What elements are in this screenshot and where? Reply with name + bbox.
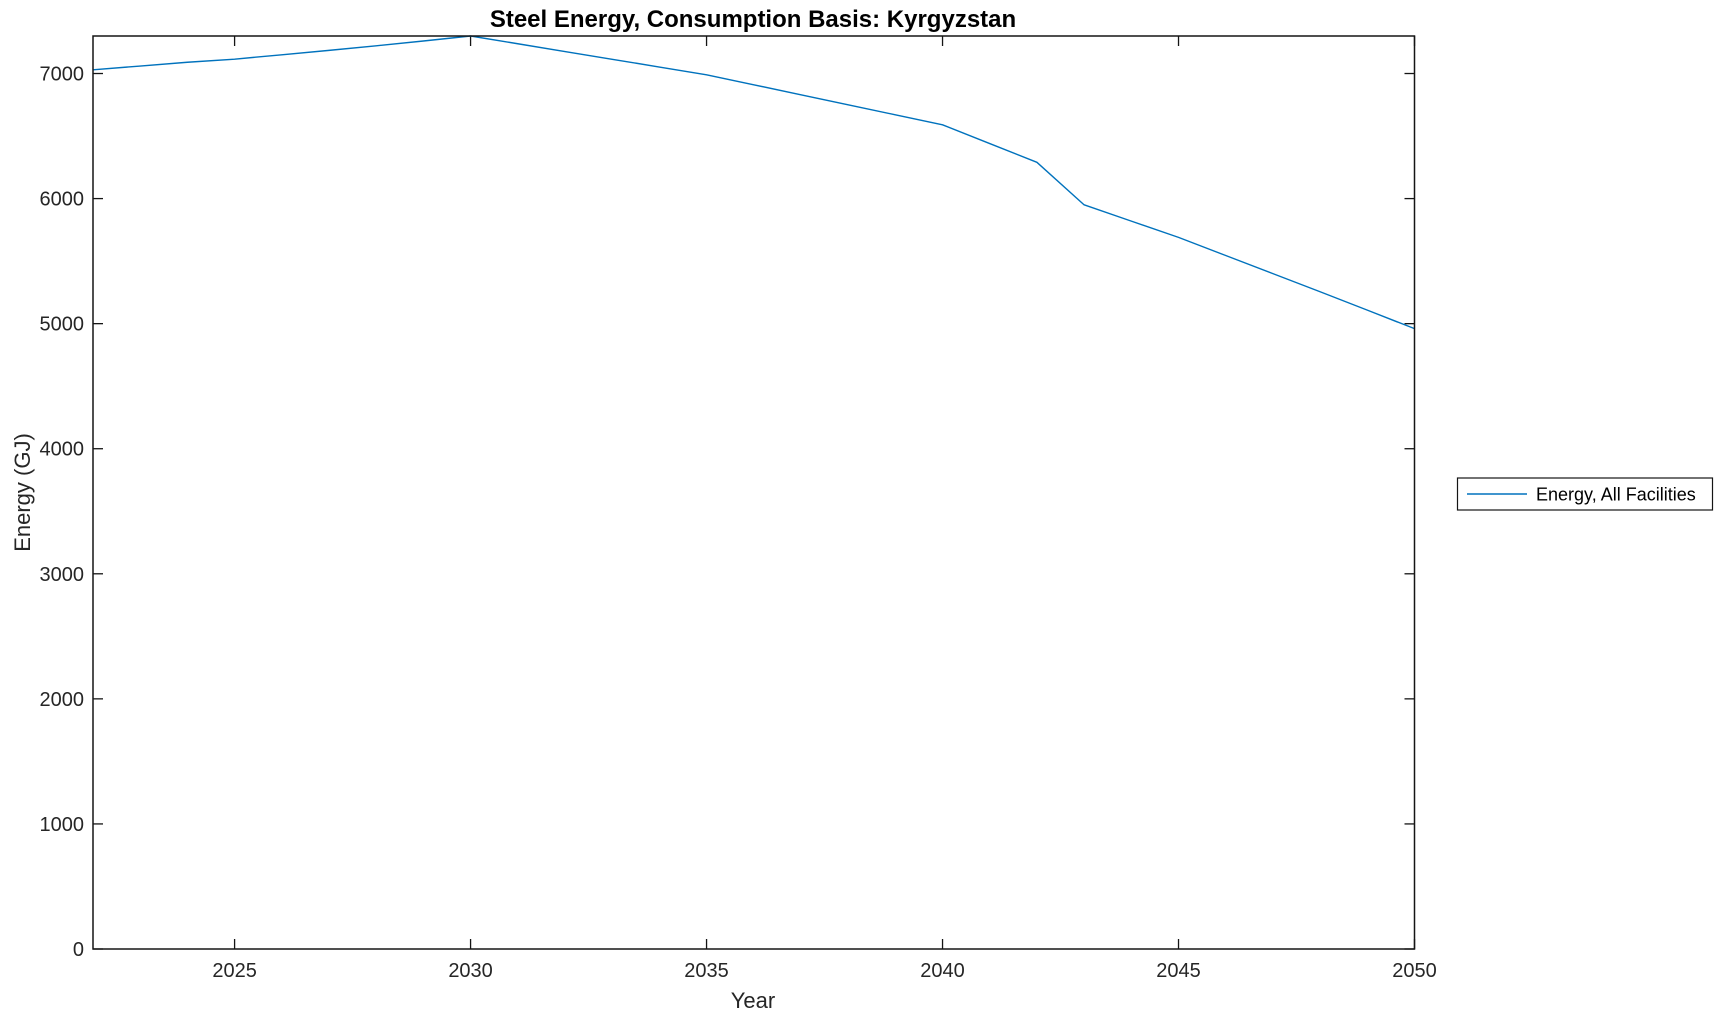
y-axis-tick-label: 5000 — [40, 314, 85, 336]
y-axis-tick-label: 0 — [73, 939, 84, 961]
axis-ticks-group — [93, 36, 1416, 950]
x-axis-tick-label: 2045 — [1156, 960, 1201, 982]
x-axis-tick-label: 2035 — [684, 960, 729, 982]
y-axis-tick-label: 1000 — [40, 814, 85, 836]
plot-border — [92, 35, 1416, 950]
x-axis-tick-label: 2050 — [1392, 960, 1437, 982]
x-axis-label: Year — [731, 988, 775, 1013]
x-axis-tick-label: 2025 — [212, 960, 257, 982]
y-axis-tick-label: 3000 — [40, 564, 85, 586]
chart-title: Steel Energy, Consumption Basis: Kyrgyzs… — [490, 6, 1016, 33]
y-axis-label: Energy (GJ) — [10, 433, 35, 552]
series-group — [92, 35, 1415, 330]
legend-box: Energy, All Facilities — [1456, 477, 1714, 511]
y-axis-tick-label: 7000 — [40, 64, 85, 86]
legend-label: Energy, All Facilities — [1536, 485, 1696, 505]
y-axis-tick-label: 2000 — [40, 689, 85, 711]
y-axis-tick-label: 4000 — [40, 439, 85, 461]
series-line — [92, 35, 1415, 330]
x-axis-tick-label: 2040 — [920, 960, 965, 982]
y-axis-tick-label: 6000 — [40, 189, 85, 211]
axis-tick-labels-group: 2025 2030 2035 2040 2045 2050 0 1000 2000 3000 400… — [40, 64, 1437, 982]
x-axis-tick-label: 2030 — [448, 960, 493, 982]
